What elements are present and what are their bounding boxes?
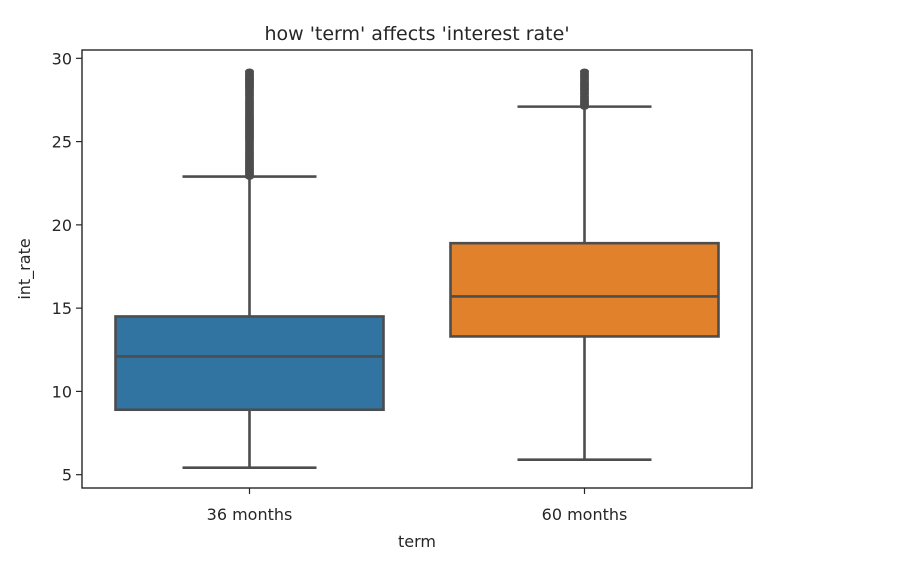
x-axis-label: term	[398, 532, 436, 551]
outlier-points	[580, 68, 589, 110]
y-axis-label: int_rate	[15, 238, 35, 299]
x-tick-label: 60 months	[542, 505, 628, 524]
y-tick-label: 30	[52, 49, 72, 68]
outlier-points	[245, 68, 254, 180]
x-tick-label: 36 months	[207, 505, 293, 524]
y-tick-label: 5	[62, 466, 72, 485]
y-tick-label: 15	[52, 299, 72, 318]
outlier-point	[580, 68, 589, 75]
plot-frame	[81, 49, 753, 489]
y-tick-label: 20	[52, 216, 72, 235]
chart-title: how 'term' affects 'interest rate'	[264, 23, 569, 45]
y-tick-label: 10	[52, 382, 72, 401]
y-tick-label: 25	[52, 133, 72, 152]
outlier-point	[245, 68, 254, 75]
box-iqr	[114, 315, 385, 412]
box-iqr	[449, 241, 720, 338]
